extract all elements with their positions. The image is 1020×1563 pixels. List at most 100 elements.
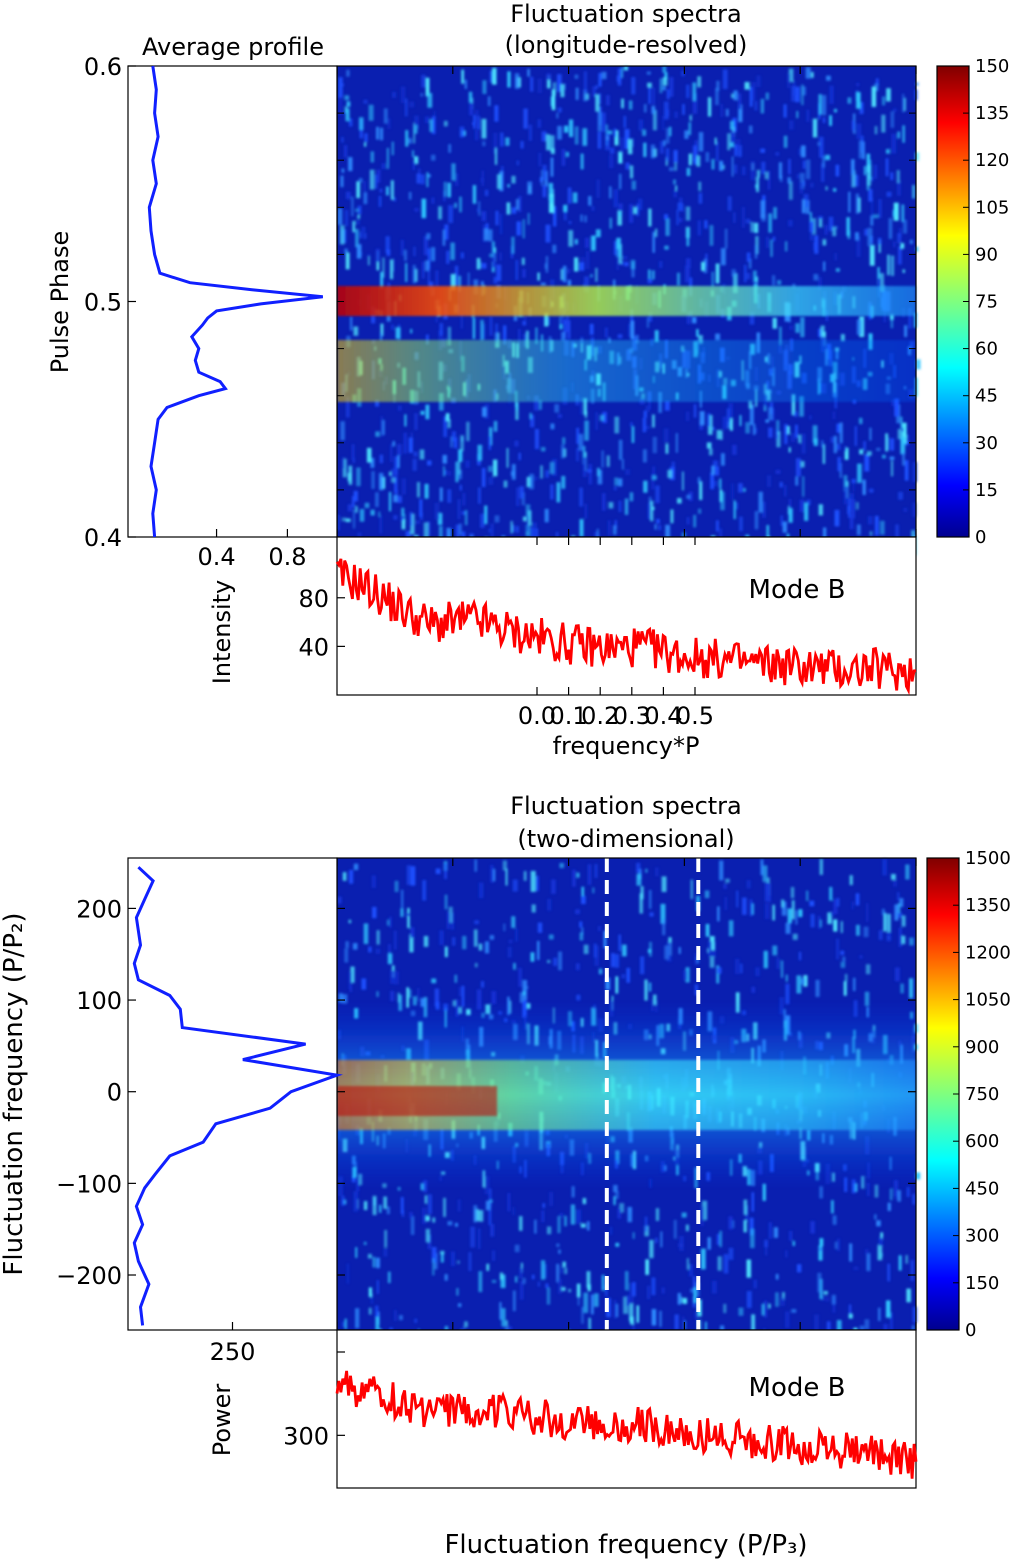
- colorbar-tick-label: 0: [965, 1320, 976, 1341]
- noise-speck: [652, 436, 657, 454]
- noise-speck: [444, 224, 449, 240]
- noise-speck: [700, 1248, 706, 1270]
- noise-speck: [834, 509, 840, 527]
- noise-speck: [586, 1271, 591, 1288]
- noise-speck: [370, 509, 375, 516]
- noise-speck: [711, 1280, 717, 1294]
- noise-speck: [363, 923, 369, 944]
- noise-speck: [886, 932, 892, 942]
- noise-speck: [368, 946, 372, 953]
- noise-speck: [647, 82, 652, 88]
- noise-speck: [901, 204, 905, 223]
- noise-speck: [739, 415, 742, 427]
- noise-speck: [473, 1205, 478, 1223]
- noise-speck: [530, 527, 534, 546]
- noise-speck: [375, 948, 381, 954]
- colorbar-tick-label: 75: [975, 292, 998, 313]
- top-profile-xtick-label: 0.4: [197, 543, 235, 571]
- noise-speck: [833, 919, 838, 932]
- noise-speck: [400, 86, 406, 103]
- noise-speck: [711, 159, 715, 170]
- noise-speck: [693, 514, 697, 528]
- noise-speck: [661, 115, 665, 131]
- noise-speck: [563, 319, 567, 339]
- noise-speck: [830, 1200, 834, 1214]
- noise-speck: [366, 447, 372, 463]
- noise-speck: [511, 207, 517, 214]
- noise-speck: [488, 476, 494, 485]
- noise-speck: [859, 102, 864, 115]
- noise-speck: [372, 1195, 377, 1216]
- noise-speck: [390, 970, 395, 984]
- noise-speck: [690, 1288, 695, 1293]
- noise-speck: [590, 274, 593, 278]
- noise-speck: [693, 158, 698, 165]
- noise-speck: [796, 1264, 802, 1273]
- noise-speck: [550, 148, 555, 155]
- noise-speck: [880, 520, 885, 535]
- noise-speck: [371, 471, 375, 489]
- noise-speck: [608, 154, 614, 169]
- noise-speck: [750, 1228, 755, 1249]
- colorbar-tick-label: 750: [965, 1084, 999, 1105]
- noise-speck: [655, 1208, 660, 1221]
- noise-speck: [895, 524, 899, 538]
- noise-speck: [511, 236, 515, 254]
- noise-speck: [674, 111, 678, 118]
- noise-speck: [825, 154, 831, 161]
- bottom-xlabel: Fluctuation frequency (P/P₃): [444, 1530, 807, 1560]
- noise-speck: [909, 978, 914, 999]
- noise-speck: [615, 976, 619, 994]
- noise-speck: [541, 1210, 545, 1223]
- noise-speck: [788, 68, 794, 82]
- noise-speck: [347, 504, 353, 512]
- noise-speck: [344, 248, 348, 253]
- noise-speck: [546, 1226, 552, 1235]
- noise-speck: [533, 395, 539, 411]
- noise-speck: [597, 469, 603, 485]
- noise-speck: [768, 407, 773, 421]
- noise-speck: [348, 118, 353, 127]
- noise-speck: [744, 264, 747, 283]
- noise-speck: [668, 167, 674, 172]
- noise-speck: [631, 426, 635, 443]
- noise-speck: [855, 193, 859, 214]
- noise-speck: [631, 77, 636, 95]
- noise-speck: [893, 108, 897, 113]
- noise-speck: [615, 1303, 619, 1318]
- noise-speck: [412, 161, 416, 171]
- noise-speck: [401, 889, 404, 908]
- noise-speck: [822, 155, 826, 168]
- noise-speck: [856, 319, 862, 335]
- noise-speck: [457, 499, 461, 520]
- noise-speck: [588, 1317, 591, 1330]
- noise-speck: [893, 880, 897, 887]
- noise-speck: [801, 145, 806, 158]
- noise-speck: [580, 1223, 586, 1228]
- bottom-heatmap-yticks: [337, 907, 916, 1276]
- noise-speck: [676, 498, 682, 504]
- noise-speck: [819, 858, 823, 875]
- noise-speck: [370, 1293, 374, 1304]
- noise-speck: [727, 133, 731, 151]
- noise-speck: [464, 79, 467, 89]
- noise-speck: [864, 228, 868, 236]
- noise-speck: [507, 71, 511, 88]
- noise-speck: [890, 460, 894, 477]
- noise-speck: [613, 1299, 617, 1319]
- noise-speck: [557, 107, 562, 113]
- noise-speck: [637, 198, 643, 211]
- noise-speck: [636, 1305, 640, 1323]
- noise-speck: [392, 91, 396, 98]
- noise-speck: [503, 325, 507, 345]
- noise-speck: [420, 93, 424, 97]
- noise-speck: [486, 1263, 490, 1271]
- noise-speck: [662, 919, 666, 936]
- noise-speck: [613, 525, 617, 535]
- noise-speck: [357, 214, 361, 219]
- noise-speck: [425, 77, 430, 97]
- noise-speck: [643, 104, 647, 113]
- noise-speck: [530, 414, 535, 428]
- noise-speck: [810, 182, 814, 188]
